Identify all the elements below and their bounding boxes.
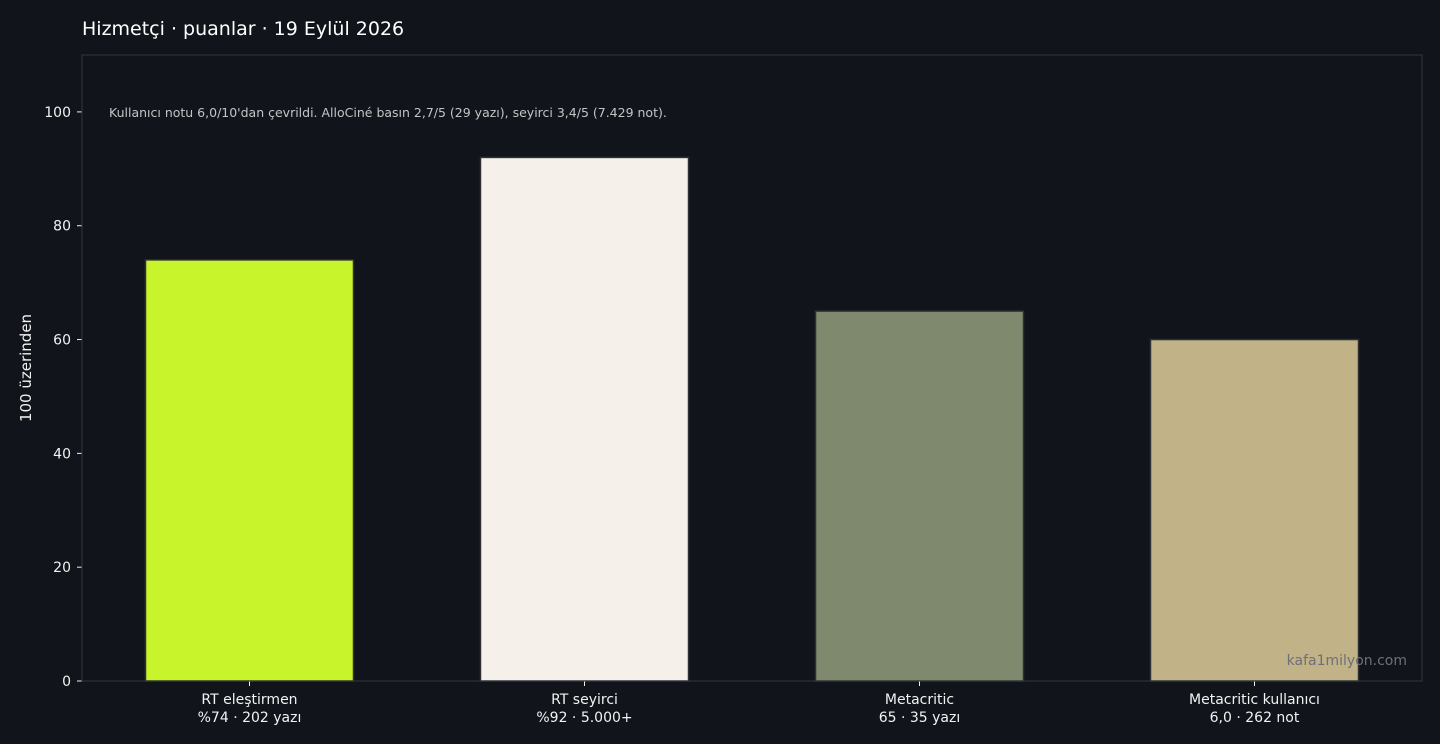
watermark: kafa1milyon.com (1287, 653, 1407, 669)
bar-series (144, 156, 1360, 682)
y-tick-label: 80 (53, 219, 71, 235)
y-axis: 0 20 40 60 80 100 (44, 105, 82, 690)
bar (1149, 338, 1360, 682)
x-axis: RT eleştirmen %74 · 202 yazı RT seyirci %92… (198, 681, 1320, 726)
plot-frame (81, 54, 1423, 682)
y-axis-label: 100 üzerinden (17, 314, 35, 422)
bar (144, 259, 355, 682)
x-tick-label: %92 · 5.000+ (536, 710, 632, 726)
x-tick-label: 65 · 35 yazı (879, 710, 961, 726)
bar (814, 310, 1025, 682)
x-tick-label: RT eleştirmen (201, 692, 297, 708)
x-tick-label: 6,0 · 262 not (1210, 710, 1300, 726)
chart-annotation: Kullanıcı notu 6,0/10'dan çevrildi. Allo… (109, 105, 667, 120)
x-tick-label: %74 · 202 yazı (198, 710, 302, 726)
y-tick-label: 0 (62, 674, 71, 690)
y-tick-label: 20 (53, 560, 71, 576)
x-tick-label: RT seyirci (551, 692, 618, 708)
y-tick-label: 100 (44, 105, 71, 121)
x-tick-label: Metacritic kullanıcı (1189, 692, 1320, 708)
y-tick-label: 40 (53, 446, 71, 462)
y-tick-label: 60 (53, 333, 71, 349)
bar (479, 156, 690, 682)
chart-title: Hizmetçi · puanlar · 19 Eylül 2026 (82, 18, 404, 40)
x-tick-label: Metacritic (885, 692, 954, 708)
